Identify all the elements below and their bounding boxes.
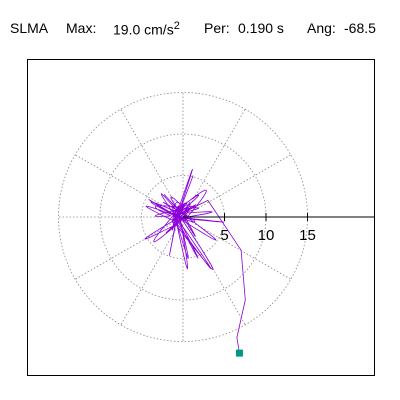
max-unit: cm/s [144,21,174,38]
orbit-trace [144,169,246,354]
trace-layer [144,169,246,354]
tick-label-10: 10 [258,227,275,244]
tick-label-5: 5 [220,227,228,244]
label-layer: 5 10 15 [220,227,316,244]
ang-value: -68.5 [344,20,376,36]
max-unit-exponent: 2 [173,20,180,32]
header: SLMA Max: 19.0 cm/s2 Per: 0.190 s Ang: -… [0,14,400,38]
max-number: 19.0 [113,21,141,38]
radial-spoke-60 [182,108,246,218]
end-point-marker [235,349,243,357]
ang-label: Ang: [307,20,336,36]
radial-spoke-300 [182,216,246,326]
per-value: 0.190 s [238,20,284,36]
tick-label-15: 15 [299,227,316,244]
radial-spoke-120 [120,108,184,218]
max-label: Max: [66,20,97,36]
per-label: Per: [204,20,230,36]
axis-layer [183,213,374,357]
plot-frame: 5 10 15 [27,59,375,376]
max-value: 19.0 cm/s2 [113,20,180,38]
station-code: SLMA [10,20,49,36]
radial-spoke-30 [182,154,292,218]
radial-spoke-210 [74,216,184,280]
polar-chart: 5 10 15 [58,92,374,357]
